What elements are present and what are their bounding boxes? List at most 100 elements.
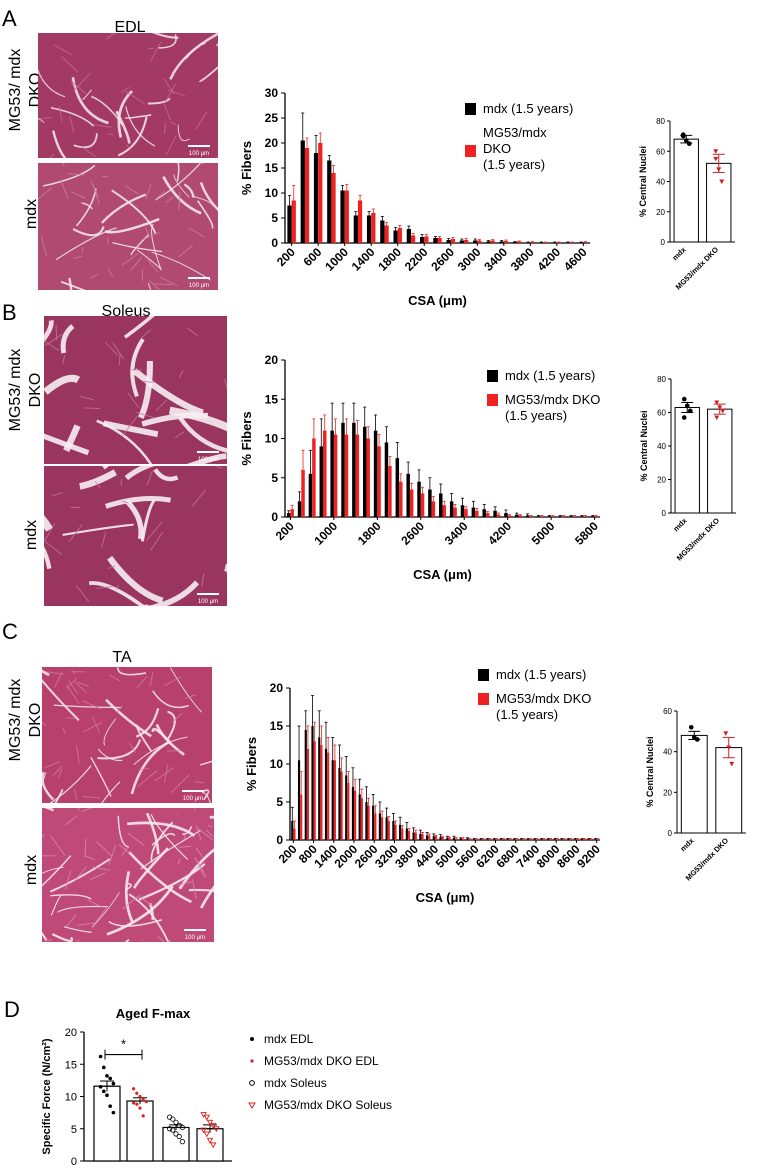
fiber-edge — [154, 251, 157, 254]
fiber-edge — [116, 584, 119, 590]
x-tick-label: 4200 — [534, 245, 563, 274]
fiber-edge — [62, 727, 66, 734]
fiber-edge — [118, 353, 121, 365]
y-tick-label: 0 — [271, 510, 278, 524]
connective-tissue — [177, 124, 190, 142]
fiber-edge — [87, 899, 102, 908]
fiber-edge — [44, 939, 48, 942]
fiber-edge — [73, 789, 78, 800]
fiber-edge — [116, 705, 124, 713]
bar-dko — [437, 238, 442, 243]
bar-mdx — [286, 513, 291, 517]
data-point — [720, 408, 726, 414]
fiber-edge — [67, 172, 85, 176]
bar-dko — [517, 241, 522, 243]
connective-tissue — [168, 406, 227, 432]
connective-tissue — [107, 555, 164, 604]
fiber-edge — [122, 894, 141, 910]
connective-tissue — [145, 812, 160, 855]
bar-dko — [551, 516, 555, 517]
data-point — [170, 1116, 176, 1122]
connective-tissue — [104, 217, 160, 234]
fiber-edge — [138, 767, 150, 771]
fiber-edge — [122, 500, 129, 504]
connective-tissue — [106, 885, 174, 936]
x-tick-label: 3800 — [508, 245, 537, 274]
data-point — [132, 1087, 136, 1091]
connective-tissue — [72, 226, 105, 237]
connective-tissue — [63, 424, 81, 453]
connective-tissue — [50, 894, 92, 900]
bar — [126, 1100, 154, 1162]
bar-dko — [312, 438, 316, 517]
fiber-edge — [195, 847, 203, 858]
connective-tissue — [135, 708, 160, 738]
bar-mdx — [425, 835, 429, 840]
fiber-edge — [216, 155, 218, 158]
bar-mdx — [554, 839, 557, 840]
data-point — [135, 1091, 139, 1095]
connective-tissue — [169, 33, 218, 80]
bar-mdx — [446, 837, 449, 840]
bar-mdx — [558, 516, 562, 517]
fiber-edge — [136, 675, 148, 688]
fiber-edge — [83, 721, 103, 733]
fiber-edge — [147, 260, 159, 273]
tissue-title-edl: EDL — [114, 19, 145, 36]
connective-tissue — [91, 892, 120, 928]
connective-tissue — [38, 117, 45, 124]
data-point — [680, 133, 686, 139]
data-point — [203, 1131, 211, 1138]
fiber-edge — [58, 106, 63, 123]
bar-dko — [448, 837, 451, 840]
bar-dko — [535, 839, 539, 840]
fiber-edge — [109, 33, 112, 35]
y-axis-title: % Central Nuclei — [645, 736, 655, 807]
bar-dko — [313, 741, 316, 840]
fiber-edge — [84, 838, 87, 857]
x-axis-title: CSA (μm) — [416, 890, 475, 905]
row-label-b-dko: MG53/ mdx DKO — [7, 349, 44, 432]
fiber-edge — [94, 481, 102, 489]
fiber-edge — [174, 431, 185, 439]
data-point — [694, 737, 700, 742]
bar-dko — [529, 839, 532, 840]
bar-mdx — [393, 230, 398, 243]
connective-tissue — [111, 189, 157, 234]
bar-mdx — [406, 473, 410, 517]
legend-swatch-dko — [465, 145, 476, 157]
bar-mdx — [460, 505, 465, 517]
bar-mdx — [493, 510, 497, 517]
connective-tissue — [201, 791, 211, 803]
bar — [673, 138, 699, 243]
legend-label: mdx Soleus — [264, 1076, 327, 1090]
fiber-edge — [40, 236, 48, 256]
fiber-edge — [178, 191, 181, 210]
bar-dko — [331, 173, 336, 243]
y-tick-label: 60 — [656, 147, 665, 156]
data-point — [717, 405, 723, 410]
fiber-edge — [207, 824, 213, 828]
fiber-edge — [65, 914, 77, 928]
bar-mdx — [449, 501, 454, 517]
y-tick-label: 20 — [656, 208, 665, 217]
scale-bar-label: 100 μm — [185, 935, 205, 941]
bar-dko — [596, 839, 599, 840]
fiber-edge — [145, 184, 152, 200]
connective-tissue — [117, 116, 148, 157]
fiber-edge — [214, 466, 223, 469]
bar-mdx — [385, 817, 388, 840]
fiber-edge — [44, 340, 60, 351]
connective-tissue — [136, 249, 162, 270]
bar-mdx — [311, 726, 314, 840]
connective-tissue — [130, 234, 150, 256]
connective-tissue — [128, 851, 192, 904]
x-tick-label: 600 — [300, 245, 324, 269]
bar — [162, 1126, 190, 1162]
data-point — [713, 149, 719, 154]
fiber-edge — [125, 185, 140, 195]
bar-dko — [450, 239, 456, 243]
bar-dko — [293, 828, 296, 840]
connective-tissue — [147, 282, 152, 290]
